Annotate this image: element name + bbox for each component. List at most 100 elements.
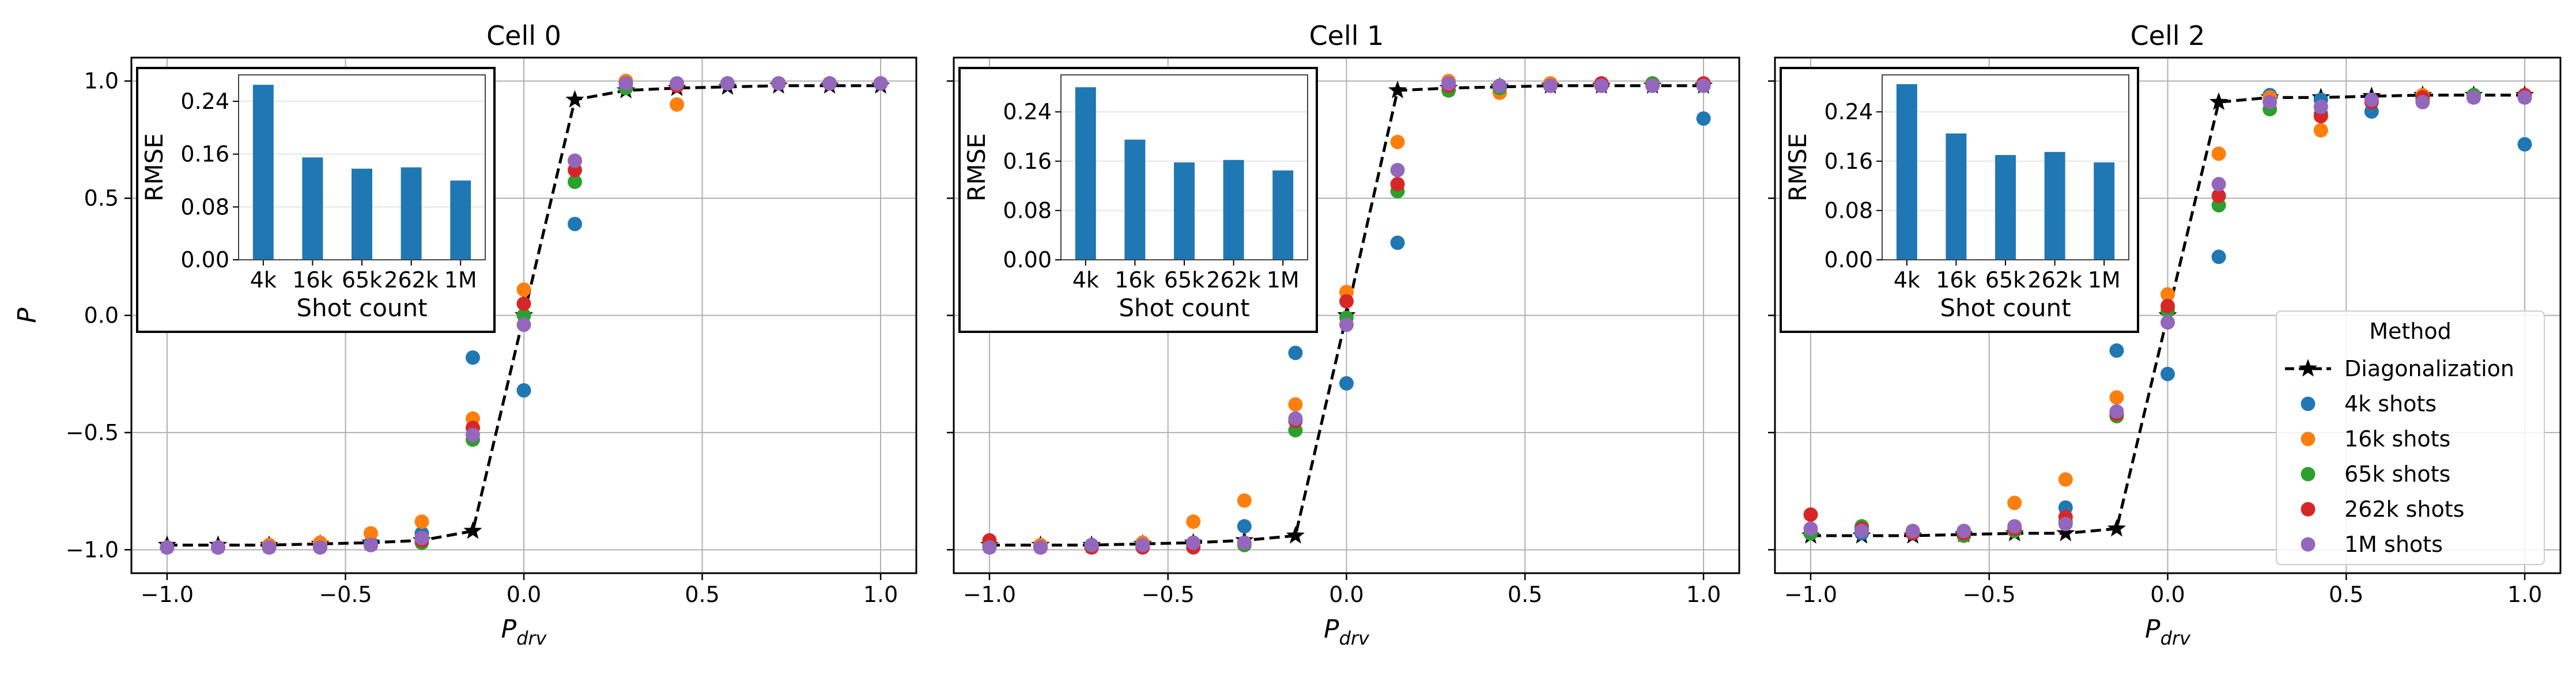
x-tick-label: 1.0 [1686, 582, 1721, 607]
inset-bar [2094, 162, 2115, 260]
inset-x-tick-label: 262k [2027, 267, 2082, 293]
x-tick-label: 0.0 [2150, 582, 2185, 607]
point-1M-shots [2313, 99, 2328, 114]
diagonalization-point [565, 90, 584, 108]
inset-bar [1075, 87, 1096, 260]
x-tick-label: −0.5 [1142, 582, 1195, 607]
point-16k-shots [2160, 287, 2175, 302]
diagonalization-point [463, 521, 482, 539]
point-16k-shots [2313, 123, 2328, 138]
inset-x-tick-label: 16k [1936, 267, 1976, 293]
x-tick-label: 1.0 [863, 582, 898, 607]
point-1M-shots [1390, 162, 1405, 177]
point-1M-shots [720, 76, 735, 91]
inset-y-tick-label: 0.24 [1003, 99, 1052, 124]
point-1M-shots [2160, 315, 2175, 330]
panel-0: −1.0 −0.5 0.0 0.5 1.0 −1.0 −0.5 0.0 0.5 1.0 Cell 0… [66, 20, 917, 649]
point-262k-shots [516, 296, 531, 311]
inset-axes-frame [1882, 74, 2129, 260]
y-tick-label: 0.0 [84, 303, 119, 328]
inset-y-axis-label: RMSE [1784, 133, 1812, 202]
point-1M-shots [1905, 524, 1920, 539]
y-tick-label: 1.0 [84, 69, 119, 94]
inset-y-axis-label: RMSE [140, 133, 168, 202]
legend-marker [2301, 396, 2316, 411]
x-tick-label: −1.0 [1784, 582, 1837, 607]
point-1M-shots [210, 540, 225, 555]
diagonalization-point [1388, 81, 1407, 99]
point-1M-shots [568, 153, 583, 168]
point-1M-shots [1033, 540, 1048, 555]
inset-x-tick-label: 4k [250, 267, 277, 293]
point-1M-shots [1956, 524, 1971, 539]
inset-bar [1995, 155, 2016, 260]
point-1M-shots [160, 540, 175, 555]
diagonalization-point [2056, 523, 2075, 542]
point-1M-shots [2517, 90, 2532, 105]
inset-x-tick-label: 4k [1894, 267, 1920, 293]
x-tick-label: 0.5 [1508, 582, 1542, 607]
inset-axes-frame [238, 74, 486, 260]
inset-y-tick-label: 0.24 [1824, 99, 1873, 124]
panel-title: Cell 2 [2131, 20, 2205, 51]
point-1M-shots [2058, 517, 2073, 532]
point-1M-shots [1186, 535, 1201, 550]
inset-y-tick-label: 0.08 [1824, 198, 1873, 223]
inset-y-tick-label: 0.00 [180, 247, 229, 272]
x-axis-label-sub: drv [1339, 627, 1370, 649]
legend-entry: 262k shots [2344, 497, 2464, 522]
point-4k-shots [1288, 346, 1303, 361]
point-262k-shots [1803, 507, 1818, 522]
x-axis-label-sub: drv [516, 627, 547, 649]
point-16k-shots [2211, 146, 2226, 161]
inset-x-tick-label: 65k [1164, 267, 1204, 293]
legend-marker [2301, 502, 2316, 517]
inset-x-axis-label: Shot count [296, 294, 427, 322]
x-axis-label: Pdrv [1324, 615, 1370, 649]
x-axis-label: Pdrv [2145, 615, 2191, 649]
point-4k-shots [1696, 111, 1711, 126]
inset-x-tick-label: 1M [1267, 267, 1300, 293]
legend: Method Diagonalization 4k shots 16k shots 65… [2276, 311, 2545, 565]
point-4k-shots [1237, 519, 1252, 534]
point-1M-shots [1696, 78, 1711, 93]
inset-x-tick-label: 1M [444, 267, 477, 293]
point-1M-shots [363, 537, 378, 552]
point-4k-shots [2517, 137, 2532, 152]
point-4k-shots [516, 383, 531, 398]
inset-x-tick-label: 262k [1206, 267, 1261, 293]
x-tick-label: −0.5 [1963, 582, 2016, 607]
point-16k-shots [363, 526, 378, 541]
inset-bar [401, 167, 422, 260]
inset-y-tick-label: 0.08 [180, 194, 229, 219]
point-1M-shots [2263, 94, 2277, 109]
inset-x-tick-label: 262k [384, 267, 439, 293]
panel-title: Cell 1 [1309, 20, 1384, 51]
point-16k-shots [1186, 514, 1201, 529]
x-axis-label-sub: drv [2160, 627, 2191, 649]
point-16k-shots [1237, 493, 1252, 508]
inset-x-tick-label: 1M [2088, 267, 2121, 293]
y-tick-label: 0.5 [84, 185, 119, 211]
point-262k-shots [2160, 298, 2175, 313]
legend-entry: 65k shots [2344, 461, 2450, 487]
inset-y-tick-label: 0.08 [1003, 198, 1052, 223]
inset-bar [252, 85, 274, 260]
point-1M-shots [618, 76, 633, 91]
point-4k-shots [2160, 366, 2175, 381]
inset-y-tick-label: 0.00 [1824, 247, 1873, 272]
inset-y-tick-label: 0.16 [1003, 149, 1052, 174]
inset-bar [1946, 133, 1967, 260]
legend-marker [2301, 431, 2316, 446]
point-4k-shots [465, 350, 480, 365]
x-tick-label: 0.5 [685, 582, 719, 607]
point-1M-shots [2007, 519, 2022, 534]
legend-marker [2301, 537, 2316, 552]
inset-bar [2044, 152, 2065, 260]
inset-bar [1124, 139, 1146, 260]
point-1M-shots [1339, 317, 1354, 332]
x-tick-label: 1.0 [2507, 582, 2542, 607]
inset-x-axis-label: Shot count [1119, 294, 1249, 322]
